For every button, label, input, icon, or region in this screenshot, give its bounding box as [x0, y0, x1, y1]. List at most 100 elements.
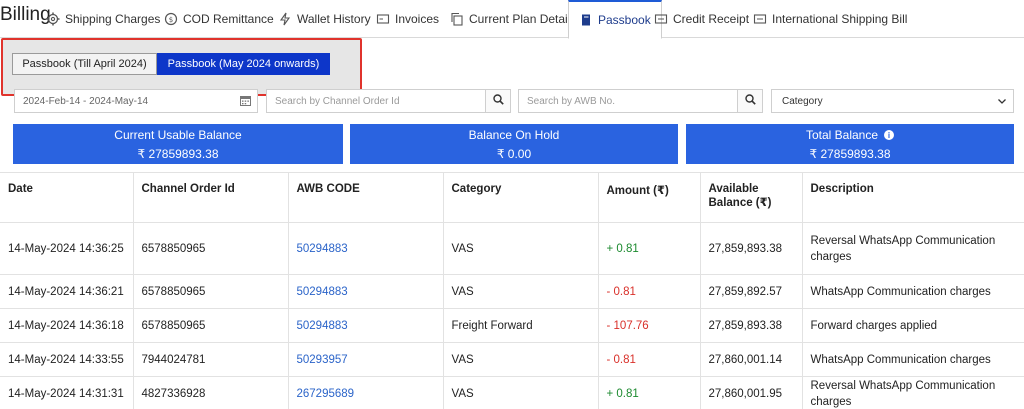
invoice-icon — [376, 12, 390, 26]
cell-date: 14-May-2024 14:33:55 — [0, 342, 134, 377]
cell-channel-order-id: 7944024781 — [133, 342, 289, 377]
tab-cod-remittance[interactable]: $ COD Remittance — [164, 0, 274, 38]
tab-label: Invoices — [395, 12, 440, 26]
tab-label: Credit Receipt — [673, 12, 750, 26]
table-row: 14-May-2024 14:36:18 6578850965 50294883… — [0, 308, 1024, 343]
passbook-toggle: Passbook (Till April 2024) Passbook (May… — [1, 38, 362, 96]
date-range-value: 2024-Feb-14 - 2024-May-14 — [23, 95, 149, 107]
column-header-category: Category — [443, 172, 599, 223]
column-header-date: Date — [0, 172, 134, 223]
tab-current-plan-details[interactable]: Current Plan Details — [450, 0, 576, 38]
awb-link[interactable]: 50294883 — [288, 274, 444, 309]
cell-amount: + 0.81 — [598, 222, 701, 275]
cell-available-balance: 27,860,001.95 — [700, 376, 803, 409]
column-header-amount: Amount (₹) — [598, 172, 701, 223]
date-range-picker[interactable]: 2024-Feb-14 - 2024-May-14 — [14, 89, 258, 113]
passbook-new-button[interactable]: Passbook (May 2024 onwards) — [157, 53, 330, 75]
cell-available-balance: 27,859,893.38 — [700, 222, 803, 275]
page-title: Billing — [0, 4, 51, 25]
channel-order-search[interactable] — [266, 89, 486, 113]
balance-on-hold-card: Balance On Hold ₹ 0.00 — [350, 124, 678, 164]
tab-shipping-charges[interactable]: Shipping Charges — [46, 0, 160, 38]
cell-category: VAS — [443, 274, 599, 309]
search-icon — [744, 92, 756, 110]
awb-link[interactable]: 50294883 — [288, 308, 444, 343]
hold-balance-label: Balance On Hold — [468, 128, 560, 142]
awb-link[interactable]: 50294883 — [288, 222, 444, 275]
receipt-icon — [654, 12, 668, 26]
table-row: 14-May-2024 14:36:21 6578850965 50294883… — [0, 274, 1024, 309]
current-usable-balance-card: Current Usable Balance ₹ 27859893.38 — [13, 124, 343, 164]
table-row: 14-May-2024 14:33:55 7944024781 50293957… — [0, 342, 1024, 377]
awb-search-button[interactable] — [737, 89, 763, 113]
cell-available-balance: 27,860,001.14 — [700, 342, 803, 377]
cell-description: Reversal WhatsApp Communication charges — [802, 376, 1024, 409]
hold-balance-value: ₹ 0.00 — [496, 147, 532, 161]
tab-bar: Billing Shipping Charges $ COD Remittanc… — [0, 0, 1024, 39]
receipt-icon — [753, 12, 767, 26]
awb-search-input[interactable] — [527, 95, 737, 107]
cell-date: 14-May-2024 14:36:21 — [0, 274, 134, 309]
cash-icon: $ — [164, 12, 178, 26]
copy-icon — [450, 12, 464, 26]
cell-channel-order-id: 6578850965 — [133, 308, 289, 343]
cell-date: 14-May-2024 14:36:25 — [0, 222, 134, 275]
column-header-available-balance: Available Balance (₹) — [700, 172, 803, 223]
cell-date: 14-May-2024 14:31:31 — [0, 376, 134, 409]
column-header-awb-code: AWB CODE — [288, 172, 444, 223]
total-balance-label: Total Balance — [805, 128, 879, 142]
cell-description: WhatsApp Communication charges — [802, 342, 1024, 377]
table-header-row: Date Channel Order Id AWB CODE Category … — [0, 172, 1024, 223]
category-select-value: Category — [782, 95, 823, 107]
table-row: 14-May-2024 14:31:31 4827336928 26729568… — [0, 376, 1024, 409]
column-header-channel-order-id: Channel Order Id — [133, 172, 289, 223]
tab-international-shipping-bill[interactable]: International Shipping Bill — [753, 0, 907, 38]
cell-channel-order-id: 4827336928 — [133, 376, 289, 409]
total-balance-card: Total Balance i ₹ 27859893.38 — [686, 124, 1014, 164]
usable-balance-value: ₹ 27859893.38 — [137, 147, 219, 161]
cell-channel-order-id: 6578850965 — [133, 222, 289, 275]
tab-invoices[interactable]: Invoices — [376, 0, 439, 38]
tab-label: Wallet History — [297, 12, 371, 26]
awb-search[interactable] — [518, 89, 738, 113]
cell-amount: - 0.81 — [598, 342, 701, 377]
cell-description: Forward charges applied — [802, 308, 1024, 343]
passbook-old-button[interactable]: Passbook (Till April 2024) — [12, 53, 157, 75]
tab-label: Shipping Charges — [65, 12, 161, 26]
cell-amount: - 107.76 — [598, 308, 701, 343]
channel-order-search-input[interactable] — [275, 95, 485, 107]
category-select[interactable]: Category — [771, 89, 1014, 113]
tab-label: Passbook — [598, 13, 651, 27]
cell-channel-order-id: 6578850965 — [133, 274, 289, 309]
gear-icon — [46, 12, 60, 26]
chevron-down-icon — [997, 96, 1007, 109]
lightning-icon — [278, 12, 292, 26]
table-row: 14-May-2024 14:36:25 6578850965 50294883… — [0, 222, 1024, 275]
tab-passbook[interactable]: Passbook — [568, 0, 662, 39]
channel-order-search-button[interactable] — [485, 89, 511, 113]
passbook-table: Date Channel Order Id AWB CODE Category … — [0, 172, 1024, 409]
awb-link[interactable]: 267295689 — [288, 376, 444, 409]
cell-category: Freight Forward — [443, 308, 599, 343]
svg-text:$: $ — [169, 16, 173, 24]
awb-link[interactable]: 50293957 — [288, 342, 444, 377]
cell-available-balance: 27,859,892.57 — [700, 274, 803, 309]
tab-label: International Shipping Bill — [772, 12, 908, 26]
book-icon — [579, 13, 593, 27]
search-icon — [492, 92, 504, 110]
cell-amount: - 0.81 — [598, 274, 701, 309]
cell-category: VAS — [443, 342, 599, 377]
usable-balance-label: Current Usable Balance — [114, 128, 242, 142]
tab-wallet-history[interactable]: Wallet History — [278, 0, 371, 38]
column-header-description: Description — [802, 172, 1024, 223]
total-balance-value: ₹ 27859893.38 — [809, 147, 891, 161]
tab-credit-receipt[interactable]: Credit Receipt — [654, 0, 749, 38]
cell-description: WhatsApp Communication charges — [802, 274, 1024, 309]
cell-category: VAS — [443, 376, 599, 409]
calendar-icon — [240, 95, 251, 109]
cell-amount: + 0.81 — [598, 376, 701, 409]
cell-available-balance: 27,859,893.38 — [700, 308, 803, 343]
info-icon[interactable]: i — [884, 130, 895, 140]
tab-label: Current Plan Details — [469, 12, 577, 26]
cell-category: VAS — [443, 222, 599, 275]
